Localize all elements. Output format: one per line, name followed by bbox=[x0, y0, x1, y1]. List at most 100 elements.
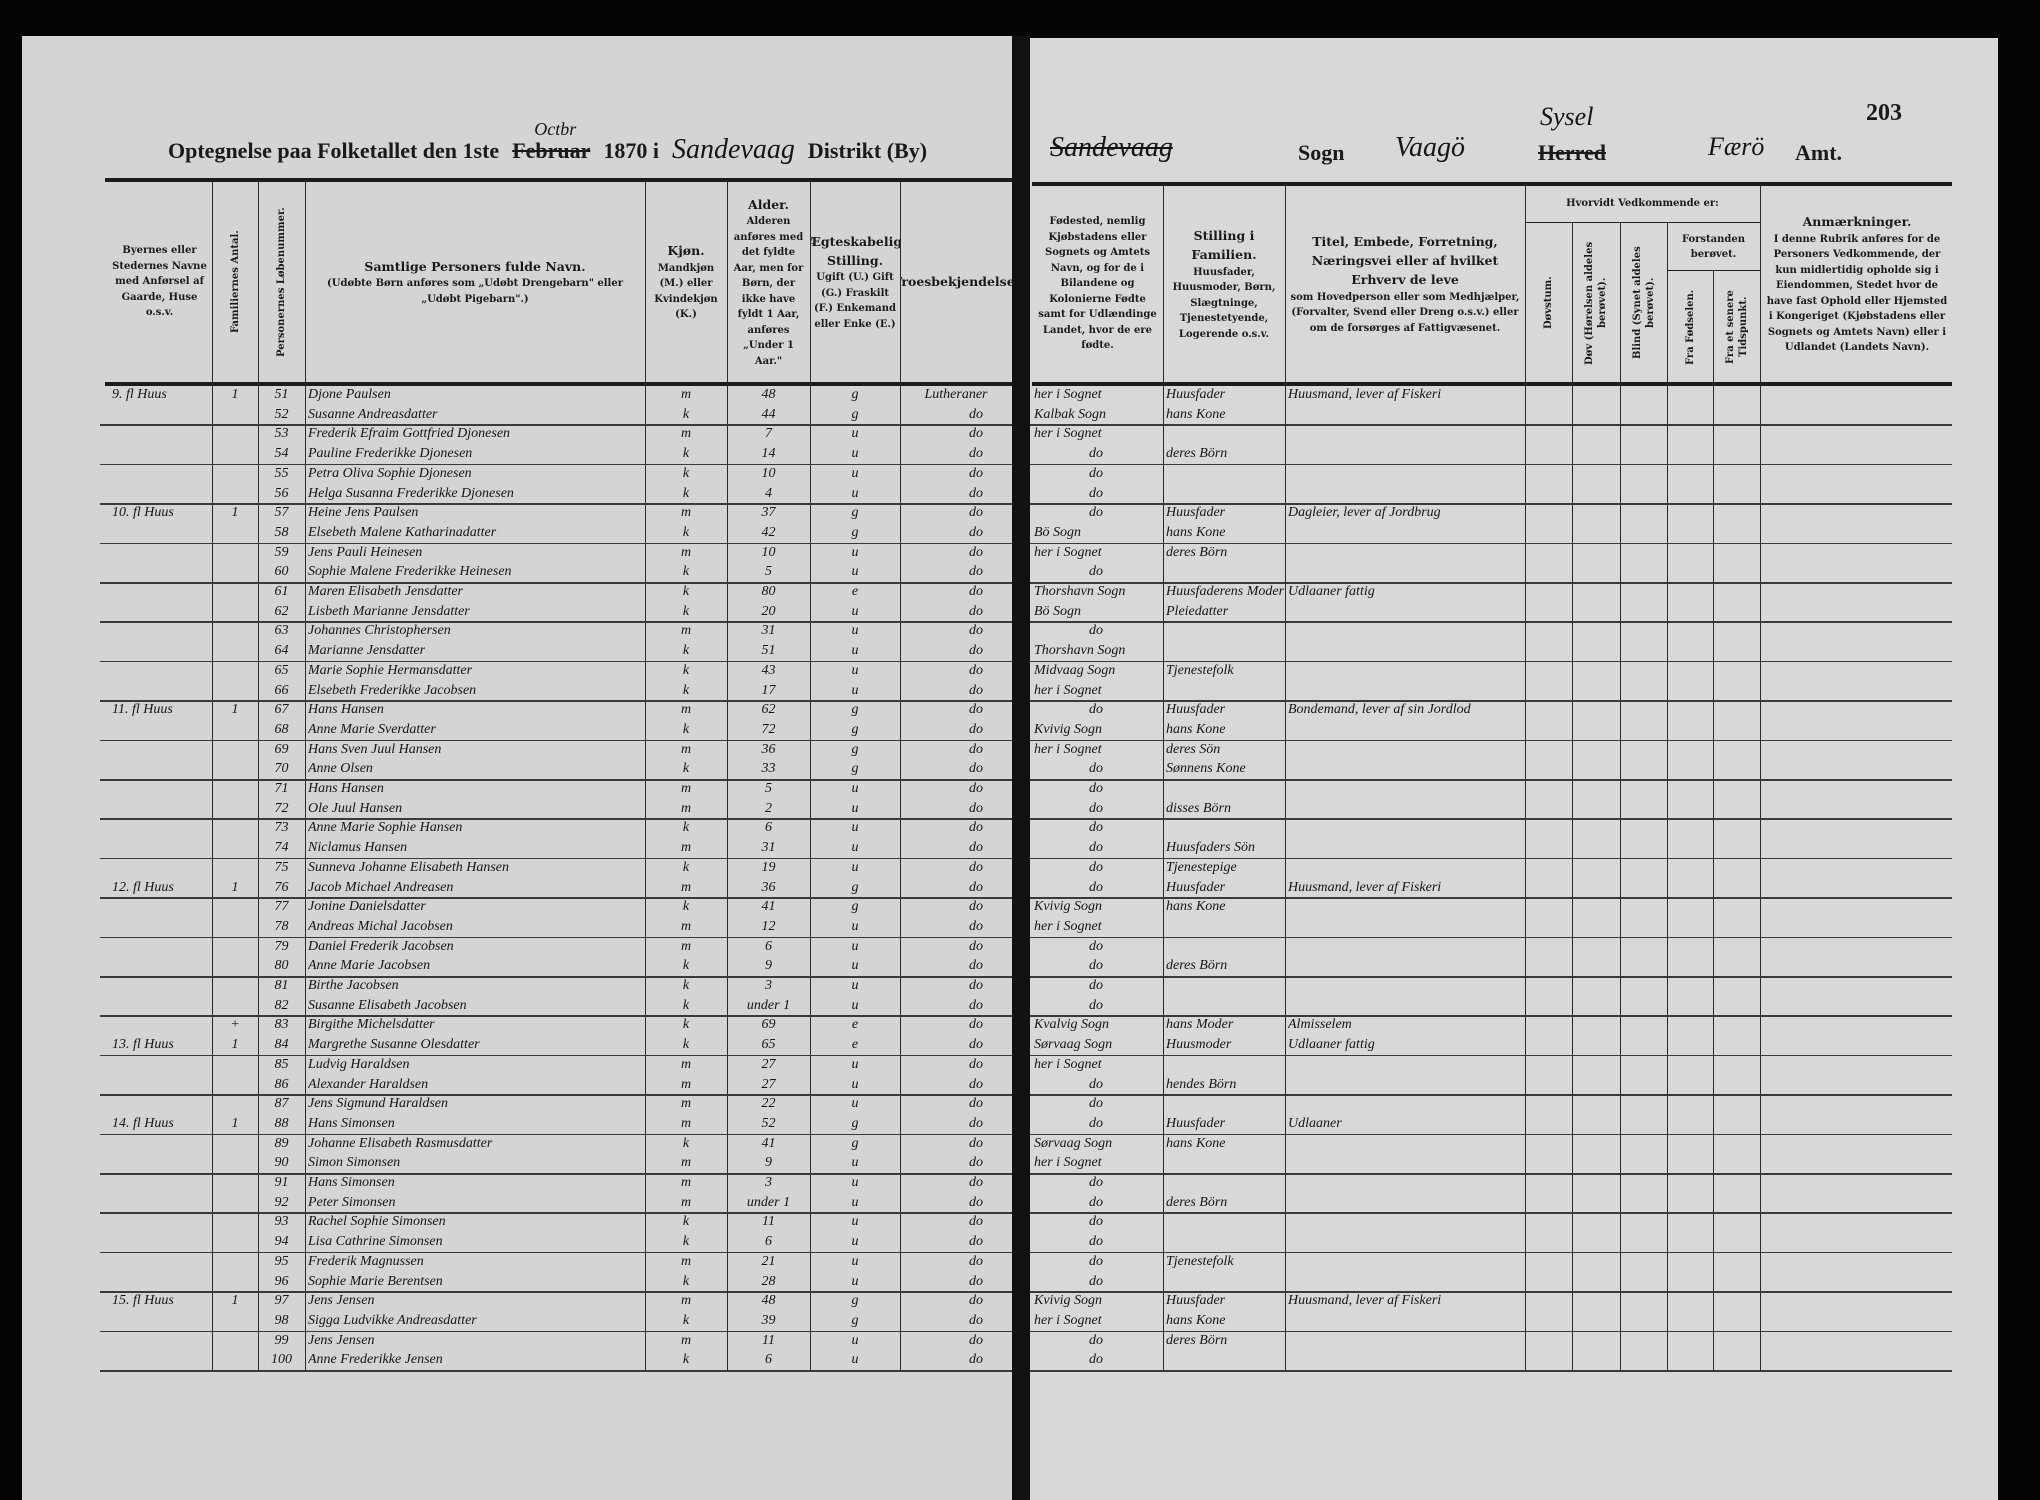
birthplace-cell: do bbox=[1089, 1332, 1103, 1348]
column-divider bbox=[212, 180, 213, 1370]
religion-cell: do bbox=[969, 1312, 983, 1328]
age-cell: 39 bbox=[761, 1312, 776, 1328]
occupation-cell: Dagleier, lever af Jordbrug bbox=[1288, 505, 1441, 521]
sex-cell: k bbox=[682, 584, 690, 599]
age-cell: 42 bbox=[761, 524, 776, 540]
civil-status-cell: g bbox=[851, 721, 859, 737]
birthplace-cell: her i Sognet bbox=[1034, 387, 1102, 402]
family-position-cell: disses Börn bbox=[1166, 800, 1231, 816]
age-cell: 11 bbox=[762, 1214, 775, 1230]
header-bottom-rule-right bbox=[1032, 382, 1952, 386]
birthplace-cell: do bbox=[1089, 958, 1103, 974]
column-divider bbox=[727, 180, 728, 1370]
age-cell: 48 bbox=[761, 1293, 776, 1309]
family-position-cell: Pleiedatter bbox=[1166, 603, 1229, 619]
religion-cell: do bbox=[969, 1273, 983, 1289]
religion-cell: do bbox=[969, 623, 983, 639]
occupation-cell: Huusmand, lever af Fiskeri bbox=[1288, 1293, 1442, 1309]
person-number-cell: 96 bbox=[274, 1273, 289, 1289]
row-separator bbox=[100, 739, 1012, 742]
person-number-cell: 86 bbox=[274, 1076, 289, 1092]
column-divider bbox=[645, 180, 646, 1370]
row-separator bbox=[1030, 424, 1952, 426]
religion-cell: do bbox=[969, 721, 983, 737]
religion-cell: do bbox=[969, 899, 983, 915]
person-number-cell: 98 bbox=[274, 1312, 289, 1328]
family-position-cell: Huusfader bbox=[1166, 1293, 1226, 1309]
age-cell: 37 bbox=[761, 505, 776, 521]
column-divider bbox=[1713, 270, 1714, 1370]
civil-status-cell: u bbox=[851, 1056, 859, 1072]
header-age: Alder. Alderen anføres med det fyldte Aa… bbox=[727, 182, 810, 382]
birthplace-cell: her i Sognet bbox=[1034, 1056, 1102, 1072]
age-cell: 65 bbox=[761, 1037, 776, 1053]
family-position-cell: deres Börn bbox=[1166, 1194, 1228, 1210]
name-cell: Frederik Efraim Gottfried Djonesen bbox=[308, 426, 511, 442]
name-cell: Hans Sven Juul Hansen bbox=[308, 741, 442, 757]
census-title: Optegnelse paa Folketallet den 1ste bbox=[168, 138, 500, 163]
header-civil: Ægteskabelig Stilling. Ugift (U.) Gift (… bbox=[810, 182, 900, 382]
row-separator bbox=[1030, 621, 1952, 623]
header-occupation: Titel, Embede, Forretning, Næringsvei el… bbox=[1285, 186, 1525, 382]
sex-cell: k bbox=[682, 721, 690, 737]
religion-cell: do bbox=[969, 1253, 983, 1269]
column-divider bbox=[1620, 222, 1621, 1370]
civil-status-cell: u bbox=[851, 781, 859, 796]
family-position-cell: Huusfader bbox=[1166, 505, 1226, 521]
header-deaf: Døv (Hørelsen aldeles berøvet). bbox=[1572, 224, 1620, 382]
header-religion: Troesbekjendelse. bbox=[900, 182, 1012, 382]
age-cell: 20 bbox=[761, 603, 776, 619]
birthplace-cell: Kvalvig Sogn bbox=[1034, 1017, 1110, 1033]
row-separator bbox=[100, 503, 1012, 505]
column-divider bbox=[1285, 184, 1286, 1370]
person-number-cell: 53 bbox=[274, 426, 289, 442]
age-cell: 72 bbox=[761, 721, 776, 737]
name-cell: Jacob Michael Andreasen bbox=[308, 879, 454, 895]
age-cell: 51 bbox=[761, 643, 776, 659]
name-cell: Susanne Andreasdatter bbox=[308, 406, 438, 422]
person-number-cell: 89 bbox=[274, 1135, 289, 1151]
sex-cell: m bbox=[680, 1253, 692, 1269]
civil-status-cell: u bbox=[851, 958, 859, 974]
civil-status-cell: u bbox=[851, 662, 859, 678]
family-position-cell: Huusfader bbox=[1166, 879, 1226, 895]
civil-status-cell: g bbox=[851, 702, 859, 718]
civil-status-cell: g bbox=[851, 406, 859, 422]
header-top-rule bbox=[105, 178, 1012, 182]
birthplace-cell: do bbox=[1089, 997, 1103, 1013]
name-cell: Petra Oliva Sophie Djonesen bbox=[308, 465, 472, 481]
birthplace-cell: Kalbak Sogn bbox=[1034, 406, 1106, 422]
religion-cell: do bbox=[969, 505, 983, 521]
civil-status-cell: u bbox=[851, 918, 859, 934]
civil-status-cell: u bbox=[851, 564, 859, 580]
sex-cell: m bbox=[680, 741, 692, 757]
civil-status-cell: g bbox=[851, 1293, 859, 1309]
header-position: Stilling i Familien. Huusfader, Huusmode… bbox=[1163, 186, 1285, 382]
person-number-cell: 61 bbox=[274, 584, 289, 599]
age-cell: 36 bbox=[761, 879, 776, 895]
family-count-cell: + bbox=[230, 1017, 240, 1033]
religion-cell: do bbox=[969, 1135, 983, 1151]
civil-status-cell: u bbox=[851, 800, 859, 816]
row-separator bbox=[100, 1330, 1012, 1333]
sex-cell: m bbox=[680, 426, 692, 442]
religion-cell: do bbox=[969, 958, 983, 974]
header-bottom-rule bbox=[105, 382, 1012, 386]
religion-cell: do bbox=[969, 820, 983, 836]
age-cell: 5 bbox=[765, 564, 772, 580]
civil-status-cell: u bbox=[851, 978, 859, 993]
name-cell: Anne Marie Sverdatter bbox=[308, 721, 436, 737]
birthplace-cell: do bbox=[1089, 485, 1103, 501]
person-number-cell: 73 bbox=[274, 820, 289, 836]
header-religion-title: Troesbekjendelse. bbox=[900, 274, 1012, 290]
header-insane-birth-label: Fra Fødselen. bbox=[1684, 289, 1696, 365]
religion-cell: do bbox=[969, 761, 983, 777]
family-position-cell: Tjenestefolk bbox=[1166, 662, 1234, 678]
header-remarks-note: I denne Rubrik anføres for de Personers … bbox=[1766, 233, 1948, 354]
person-number-cell: 60 bbox=[274, 564, 289, 580]
religion-cell: do bbox=[969, 1155, 983, 1171]
header-place: Byernes eller Stedernes Navne med Anførs… bbox=[112, 245, 207, 319]
civil-status-cell: g bbox=[851, 761, 859, 777]
age-cell: 7 bbox=[765, 426, 772, 442]
religion-cell: do bbox=[969, 1175, 983, 1190]
